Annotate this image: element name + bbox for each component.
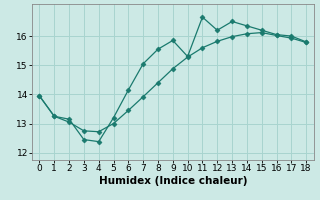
X-axis label: Humidex (Indice chaleur): Humidex (Indice chaleur) — [99, 176, 247, 186]
